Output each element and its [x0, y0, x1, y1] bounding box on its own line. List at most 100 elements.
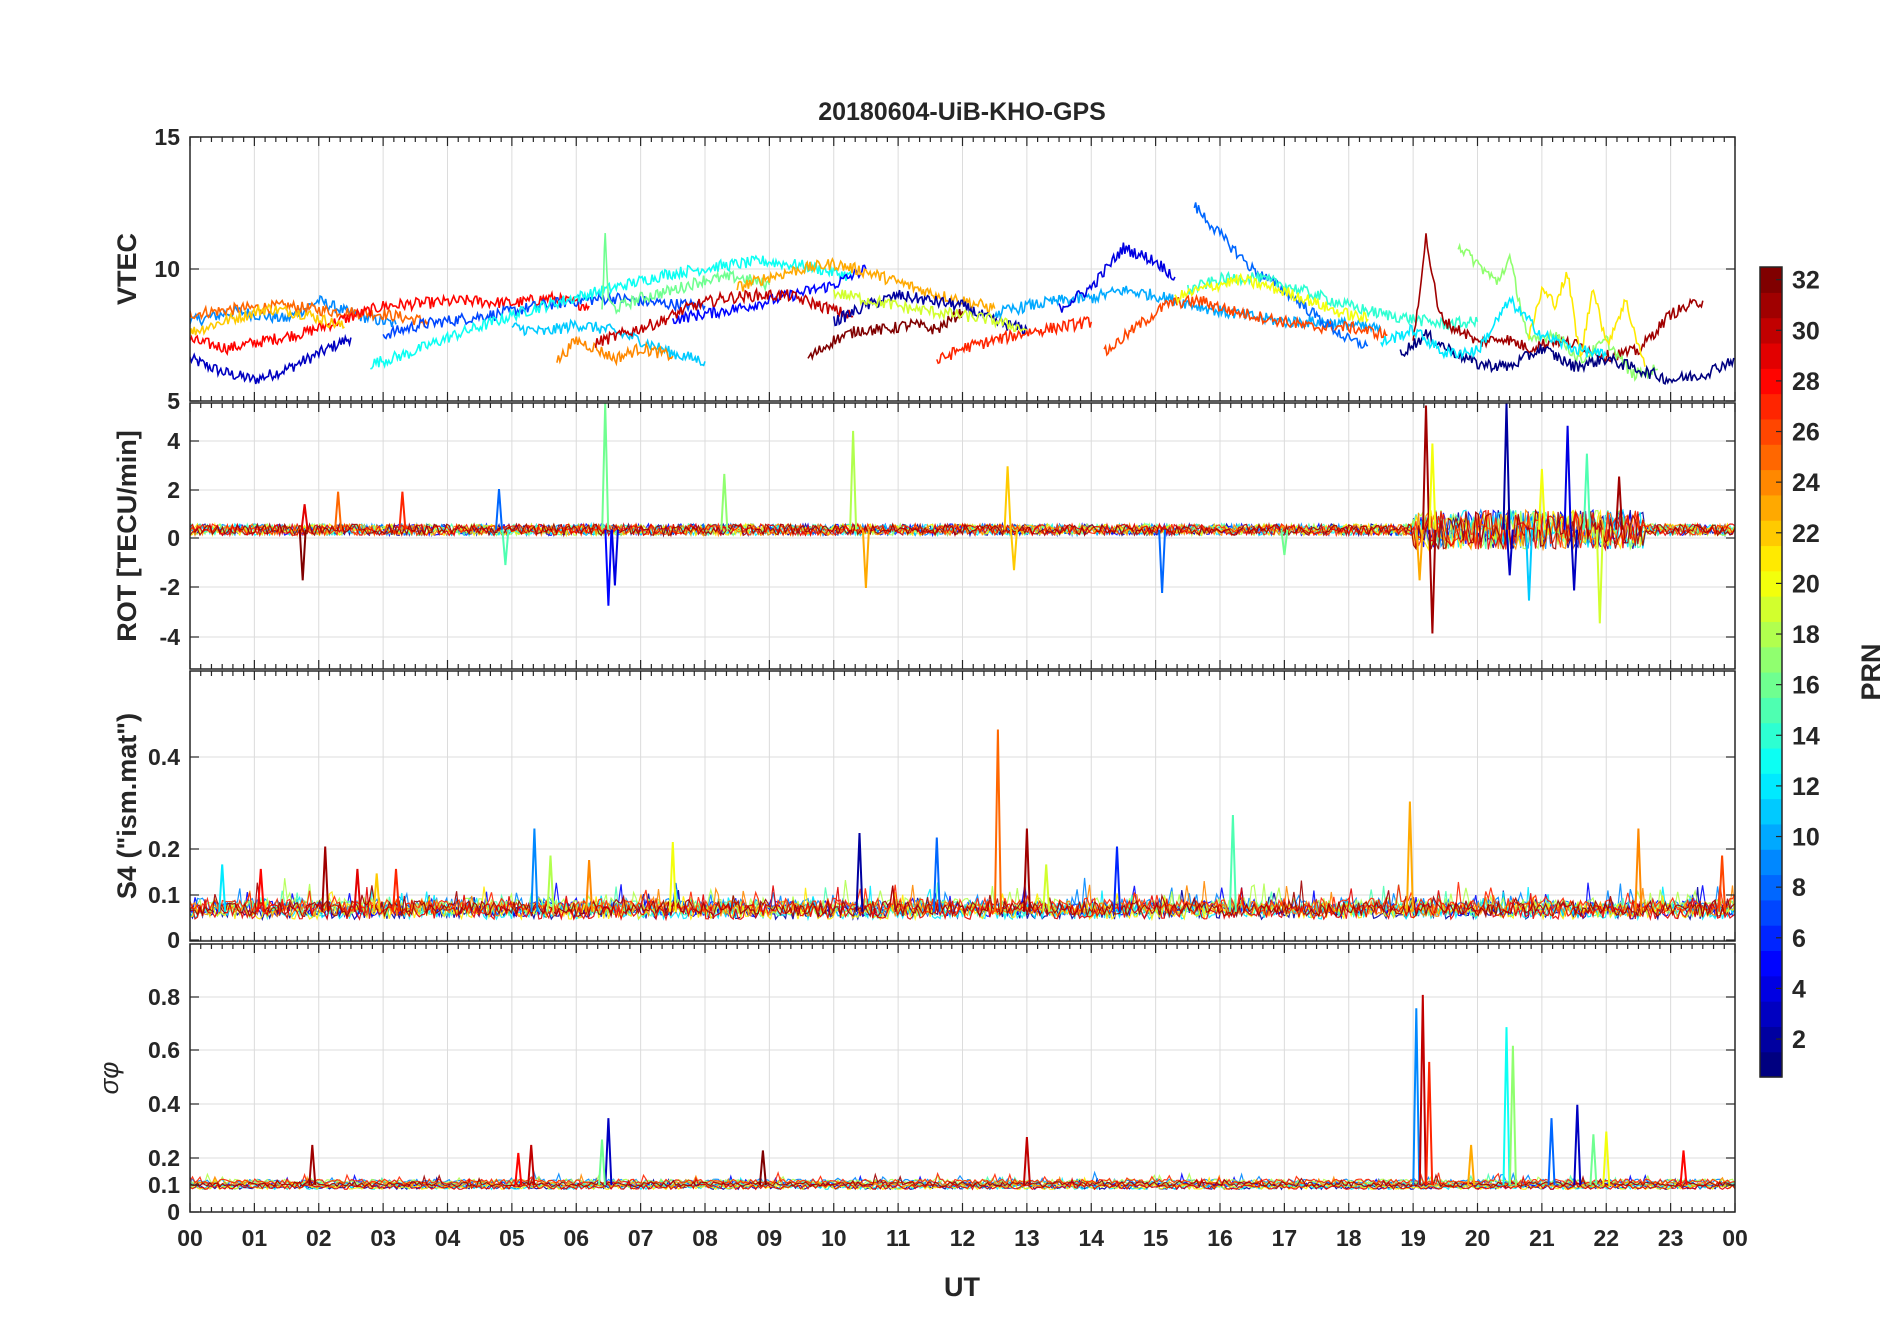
spike-prn-19: [1595, 529, 1604, 624]
y-tick-label: 0.2: [148, 1145, 180, 1171]
series-line-prn-28: [190, 290, 590, 357]
spike-prn-8: [495, 489, 503, 530]
spike-prn-5: [604, 529, 613, 606]
series-line-prn-32: [807, 308, 964, 361]
colorbar-frame: [1759, 266, 1783, 1078]
series-line-prn-22: [190, 303, 345, 338]
x-tick-label: 05: [499, 1225, 525, 1251]
spike-prn-28: [514, 1152, 523, 1186]
noise-trace-prn-29: [190, 509, 1735, 552]
noise-trace-prn-18: [190, 1172, 1735, 1186]
colorbar-segment: [1760, 520, 1782, 547]
noise-trace-prn-31: [190, 508, 1735, 551]
x-tick-label: 03: [370, 1225, 396, 1251]
spike-prn-15: [1582, 453, 1591, 530]
chart-title: 20180604-UiB-KHO-GPS: [818, 98, 1106, 126]
series-line-prn-7: [382, 291, 706, 340]
series-line-prn-30: [594, 286, 854, 348]
colorbar-segment: [1760, 444, 1782, 471]
spike-prn-17: [1508, 1045, 1517, 1186]
y-tick-label: 0.6: [148, 1037, 180, 1063]
x-tick-label: 10: [821, 1225, 847, 1251]
series-line-prn-25: [190, 298, 429, 328]
spike-prn-31: [321, 846, 330, 912]
x-tick-label: 08: [692, 1225, 718, 1251]
spike-prn-23: [861, 529, 870, 588]
series-line-prn-5: [672, 264, 867, 325]
x-axis: 00 01 02 03 04 05 06 07 08 09 10 11 12 13 14 15 16 17 18 19…: [177, 1225, 1748, 1251]
x-tick-label: 15: [1143, 1225, 1169, 1251]
series-group: [190, 994, 1735, 1191]
spike-prn-29: [300, 504, 309, 530]
spike-prn-32: [298, 529, 307, 581]
x-tick-label: 21: [1529, 1225, 1555, 1251]
colorbar-segment: [1760, 418, 1782, 445]
x-tick-label: 01: [242, 1225, 268, 1251]
spike-prn-25: [334, 491, 343, 530]
spike-prn-2: [1502, 403, 1511, 530]
colorbar-segment: [1760, 570, 1782, 597]
noise-trace-prn-9: [190, 1169, 1735, 1186]
colorbar-tick-label: 20: [1792, 570, 1820, 598]
colorbar-segment: [1760, 697, 1782, 724]
spike-prn-23: [1415, 529, 1424, 581]
noise-trace-prn-24: [190, 881, 1735, 919]
colorbar-segment: [1760, 1026, 1782, 1053]
colorbar-tick-label: 32: [1792, 267, 1820, 295]
colorbar-tick-label: 26: [1792, 419, 1820, 447]
colorbar-segment: [1760, 672, 1782, 698]
spike-prn-6: [1113, 846, 1121, 912]
x-tick-label: 00: [177, 1225, 203, 1251]
series-line-prn-19: [833, 289, 1027, 333]
spike-prn-27: [398, 491, 407, 530]
colorbar-segment: [1760, 950, 1782, 977]
x-tick-label: 16: [1207, 1225, 1233, 1251]
spike-prn-29: [353, 868, 362, 912]
spike-prn-27: [1425, 1061, 1434, 1186]
spike-prn-30: [1418, 994, 1427, 1186]
colorbar-tick-label: 28: [1792, 368, 1820, 396]
colorbar-segment: [1760, 899, 1782, 926]
x-tick-label: 18: [1336, 1225, 1362, 1251]
spike-prn-22: [1010, 529, 1018, 571]
series-line-prn-13: [370, 254, 854, 370]
colorbar-segment: [1760, 267, 1782, 293]
colorbar-tick-label: 14: [1792, 722, 1820, 750]
y-tick-label: -2: [160, 574, 180, 600]
spike-prn-13: [1502, 1027, 1511, 1186]
x-tick-label: 19: [1400, 1225, 1426, 1251]
colorbar-tick-label: 4: [1792, 975, 1806, 1003]
y-tick-label: 5: [167, 388, 180, 414]
x-tick-label: 07: [628, 1225, 654, 1251]
x-tick-label: 20: [1465, 1225, 1491, 1251]
spike-prn-22: [1003, 466, 1012, 530]
colorbar-tick-label: 30: [1792, 317, 1820, 345]
spike-prn-25: [993, 729, 1002, 912]
colorbar-segment: [1760, 773, 1782, 800]
spike-prn-16: [598, 1139, 606, 1186]
series-line-prn-23: [736, 257, 996, 313]
x-tick-label: 11: [886, 1225, 911, 1251]
colorbar-segment: [1760, 849, 1782, 876]
colorbar-tick-label: 12: [1792, 773, 1820, 801]
x-tick-label: 14: [1078, 1225, 1104, 1251]
noise-trace-prn-29: [190, 1174, 1735, 1191]
y-tick-label: 0.1: [148, 1172, 180, 1198]
colorbar-tick-label: 6: [1792, 925, 1806, 953]
spike-prn-20: [1602, 1131, 1611, 1186]
y-axis-label: σφ: [94, 1062, 124, 1095]
colorbar-tick-label: 18: [1792, 621, 1820, 649]
y-tick-label: 10: [154, 256, 180, 282]
spike-prn-11: [1525, 529, 1533, 601]
spike-prn-17: [720, 473, 729, 530]
y-tick-label: 0.4: [148, 1091, 180, 1117]
spike-prn-2: [855, 832, 864, 912]
spike-prn-3: [604, 1118, 613, 1186]
colorbar-tick-label: 10: [1792, 824, 1820, 852]
y-tick-label: 15: [154, 124, 180, 150]
spike-prn-3: [1570, 529, 1579, 591]
spike-prn-31: [1615, 476, 1624, 530]
spike-prn-9: [1412, 1008, 1421, 1186]
x-tick-label: 23: [1658, 1225, 1684, 1251]
